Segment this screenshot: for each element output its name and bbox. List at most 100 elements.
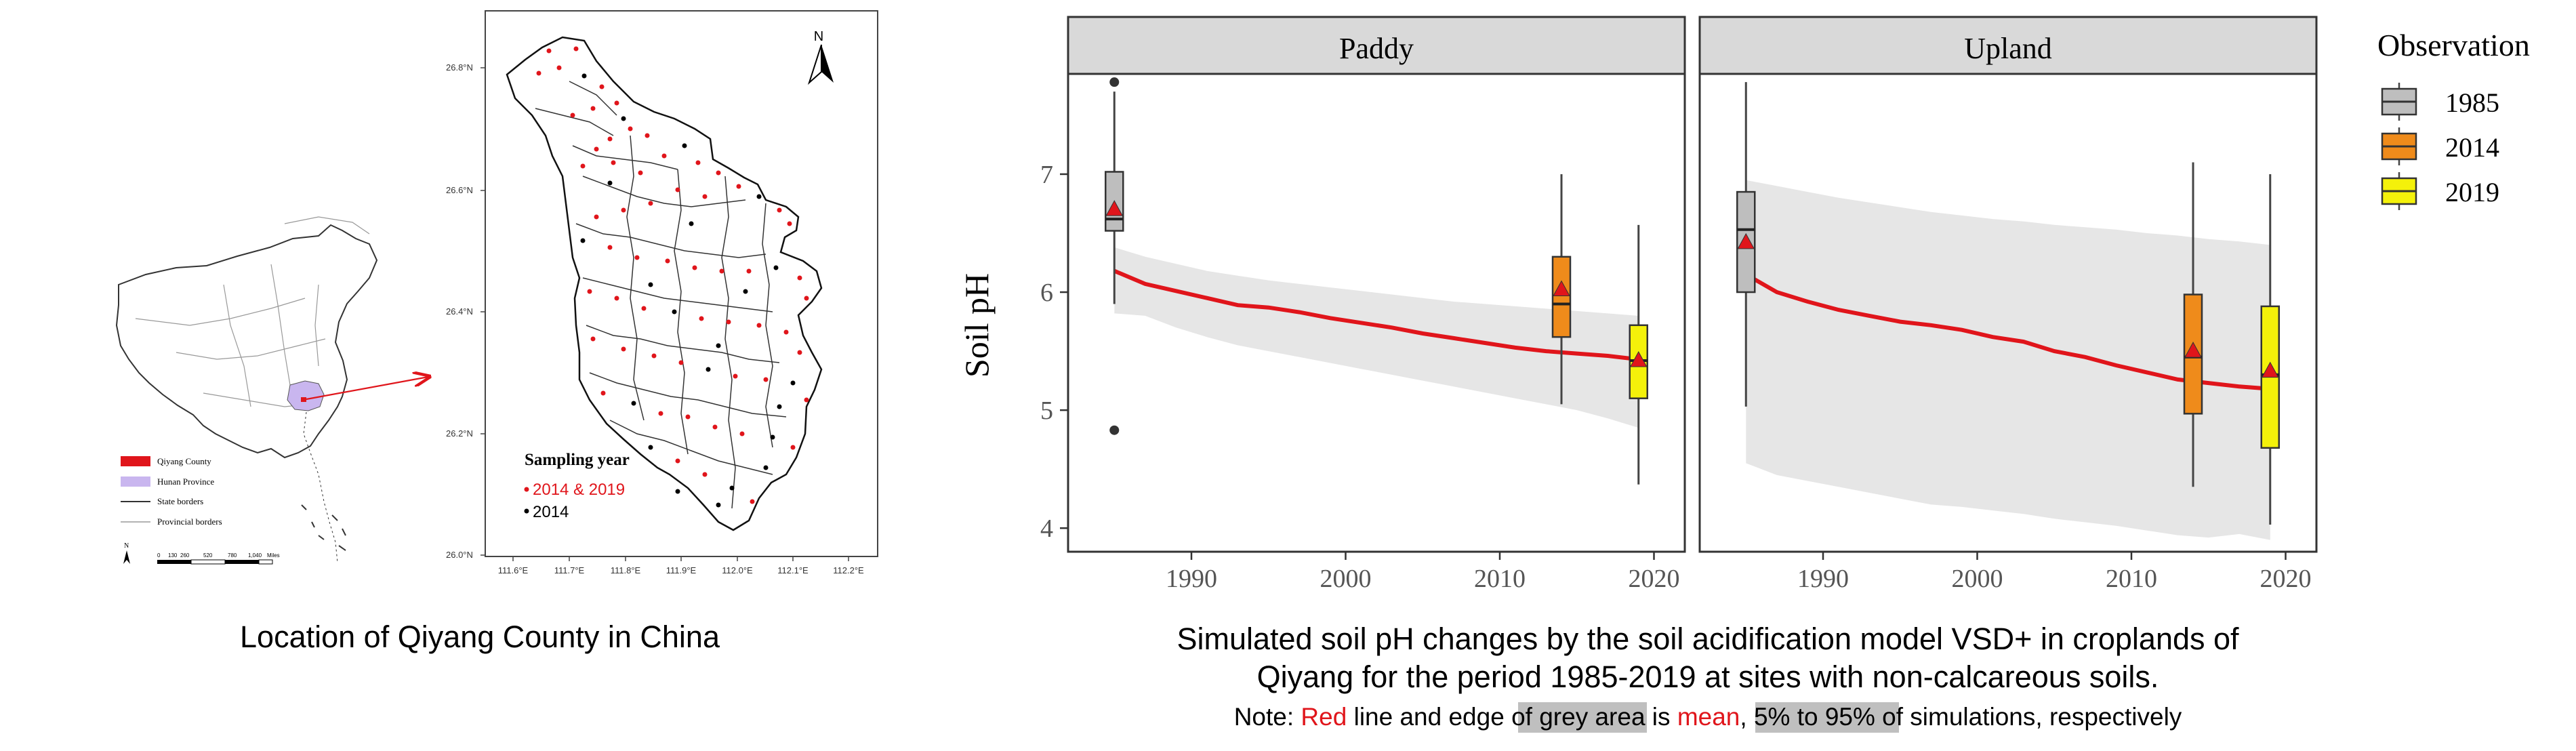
sample-point — [556, 65, 562, 70]
sample-point — [770, 434, 775, 440]
lat-tick-labels: 26.0°N 26.2°N 26.4°N 26.6°N 26.8°N — [446, 62, 473, 560]
hunan-province-shape — [287, 380, 325, 411]
small-north-arrow: N — [123, 542, 130, 564]
sample-point — [648, 445, 653, 450]
note-text: , — [1740, 703, 1754, 731]
note-text: is — [1645, 703, 1677, 731]
sample-point — [675, 458, 680, 464]
sample-point — [682, 143, 687, 148]
legend-label: 2019 — [2445, 177, 2499, 207]
sample-point — [756, 194, 762, 199]
sampling-legend-label-black: 2014 — [533, 503, 569, 521]
sample-point — [790, 380, 796, 386]
note-grey-area: grey area — [1539, 703, 1645, 731]
lat-tick-label: 26.6°N — [446, 185, 473, 195]
sample-point — [580, 238, 586, 243]
sample-point — [692, 265, 697, 270]
legend-keys: 1985 2014 2019 — [2381, 83, 2499, 210]
sample-point — [736, 184, 741, 189]
panel-upland: Upland 1990 2000 2010 2020 — [1698, 16, 2318, 593]
sample-point — [607, 180, 613, 186]
note-text: line and edge of — [1347, 703, 1539, 731]
sample-point — [743, 289, 748, 294]
sample-point — [797, 350, 802, 355]
sample-point — [739, 431, 745, 437]
sample-point — [783, 329, 789, 335]
sample-point — [621, 346, 626, 352]
sample-point — [607, 245, 613, 250]
sample-point — [733, 373, 738, 379]
x-tick-label: 2000 — [1952, 565, 2003, 593]
sample-point — [678, 360, 684, 365]
y-tick-label: 4 — [1040, 514, 1053, 543]
provincial-border-line — [284, 216, 370, 235]
scale-label: 780 — [228, 552, 237, 559]
sample-point — [631, 401, 636, 406]
ph-chart: Soil pH Paddy 1990 2000 2010 2020 Upland 19… — [958, 16, 2530, 593]
sample-point — [675, 489, 680, 494]
north-arrow-label: N — [814, 29, 823, 44]
china-overview-map: Qiyang County Hunan Province State borde… — [115, 216, 428, 565]
scale-label: 0 — [157, 552, 161, 559]
north-arrow: N — [807, 29, 834, 85]
panel-paddy: Paddy 1990 2000 2010 2020 — [1067, 16, 1686, 593]
sample-point — [719, 268, 724, 274]
lat-tick-label: 26.4°N — [446, 306, 473, 317]
sample-point — [726, 319, 731, 325]
sample-point — [661, 153, 667, 159]
south-sea-border — [303, 411, 338, 563]
scale-label: 260 — [180, 552, 190, 559]
x-axis-upland: 1990 2000 2010 2020 — [1797, 552, 2312, 593]
china-outline — [115, 224, 378, 459]
note-red-word: Red — [1301, 703, 1347, 731]
provincial-border-line — [270, 264, 292, 394]
box-mean-marker — [1737, 232, 1755, 249]
provincial-border-line — [223, 284, 251, 407]
sample-point — [648, 201, 653, 206]
mean-line-paddy — [1113, 268, 1639, 362]
lon-tick-label: 112.1°E — [777, 565, 809, 575]
sample-point — [570, 113, 575, 118]
provincial-border-line — [176, 338, 326, 360]
legend-label-state-border: State borders — [157, 496, 203, 506]
note-percent: 5% to 95% — [1754, 703, 1875, 731]
sampling-legend-title: Sampling year — [525, 451, 630, 469]
china-legend: Qiyang County Hunan Province State borde… — [121, 456, 222, 527]
legend-label: 1985 — [2445, 87, 2499, 118]
box-mean-marker — [1553, 280, 1570, 297]
note-mean-word: mean — [1677, 703, 1740, 731]
sample-point — [729, 485, 735, 491]
box-outlier — [1109, 77, 1120, 87]
lon-tick-labels: 111.6°E 111.7°E 111.8°E 111.9°E 112.0°E … — [498, 565, 864, 575]
facet-title-upland: Upland — [1964, 32, 2052, 65]
sampling-legend-dot-red — [524, 487, 529, 492]
note-highlight-grey-area — [1518, 702, 1647, 733]
sample-point — [756, 323, 762, 328]
sample-point — [634, 255, 640, 260]
sampling-legend: Sampling year 2014 & 2019 2014 — [524, 451, 630, 521]
x-tick-label: 2000 — [1320, 565, 1372, 593]
lon-tick-label: 111.8°E — [611, 565, 641, 575]
scale-label: 1,040 — [248, 552, 262, 559]
sample-point — [689, 221, 694, 226]
y-tick-label: 6 — [1040, 279, 1053, 307]
location-arrow — [306, 377, 428, 401]
legend-title: Observation — [2377, 28, 2530, 62]
sample-point — [746, 268, 752, 274]
facet-strip-upland — [1698, 16, 2318, 75]
sample-point — [672, 309, 677, 314]
sample-point — [658, 411, 663, 416]
lat-ticks — [481, 67, 485, 556]
x-tick-label: 2020 — [2260, 565, 2312, 593]
legend-swatch-qiyang — [121, 456, 150, 466]
sample-point — [645, 133, 650, 138]
observation-legend: Observation 1985 2014 2019 — [2377, 28, 2530, 210]
boxplot-2014 — [2183, 162, 2203, 487]
sample-point — [763, 465, 769, 470]
sample-point — [716, 343, 721, 348]
sample-point — [614, 296, 619, 301]
box-mean-marker — [1105, 200, 1124, 216]
y-tick-label: 5 — [1040, 397, 1053, 425]
islands — [301, 504, 346, 551]
